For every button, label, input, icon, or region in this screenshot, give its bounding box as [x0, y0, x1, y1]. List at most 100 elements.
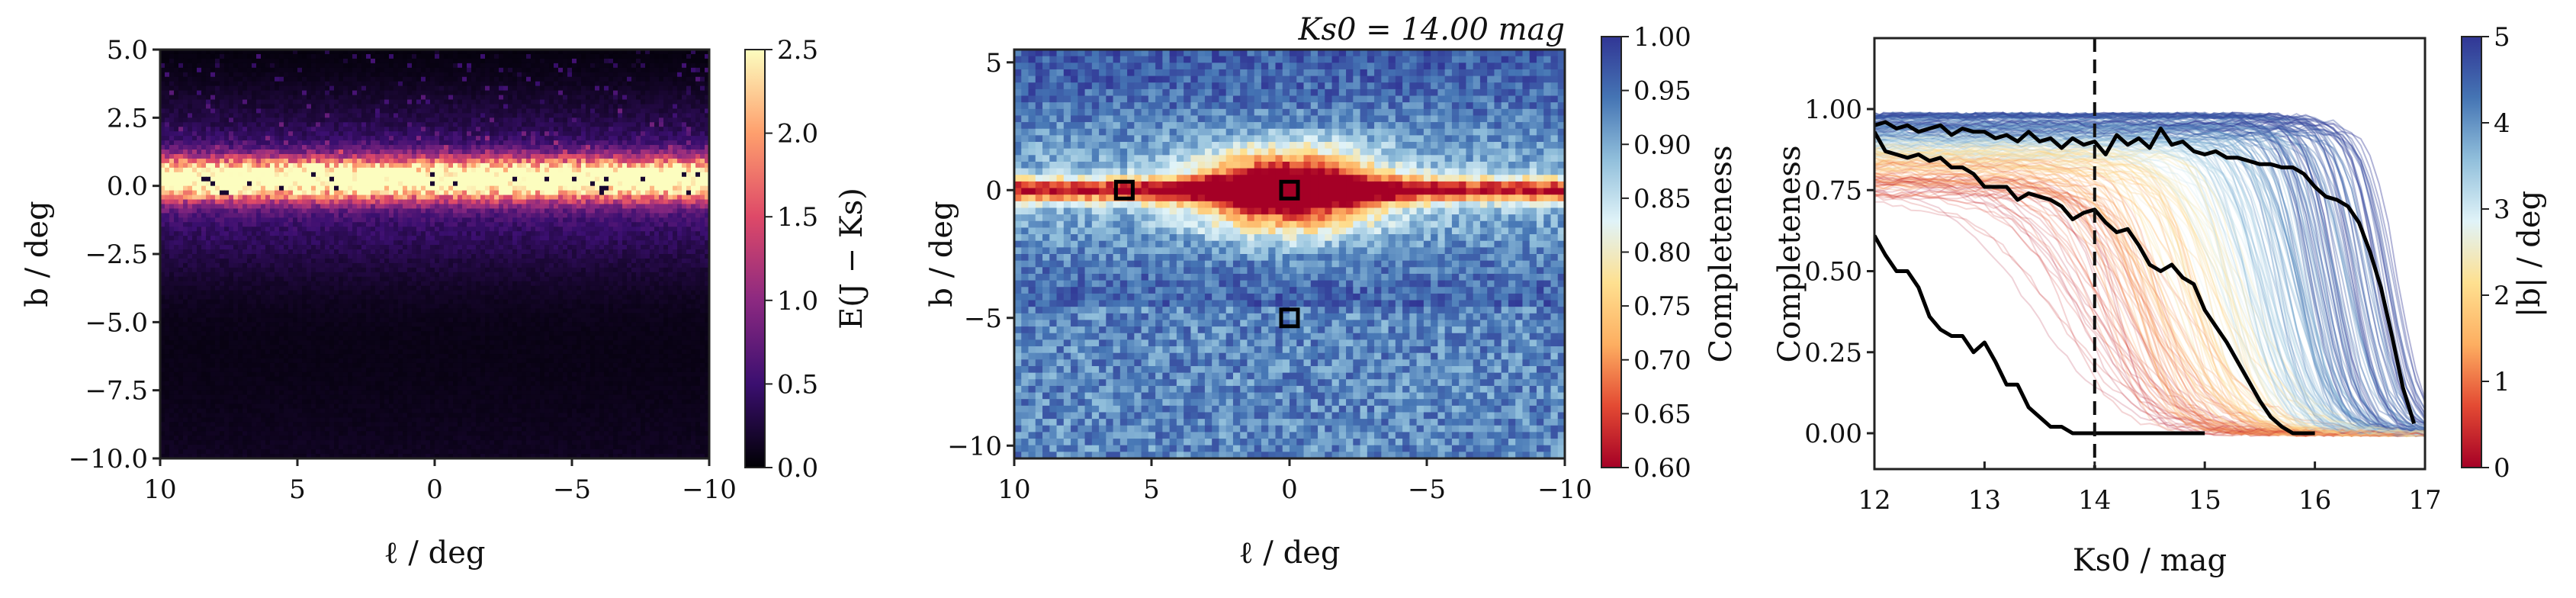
- extinction-cell: [233, 162, 239, 169]
- extinction-cell: [435, 231, 440, 236]
- extinction-cell: [476, 227, 481, 232]
- extinction-cell: [467, 217, 472, 223]
- extinction-cell: [293, 190, 298, 196]
- extinction-cell: [517, 145, 522, 150]
- extinction-cell: [352, 50, 358, 55]
- extinction-cell: [302, 113, 307, 118]
- extinction-cell: [641, 81, 646, 87]
- extinction-cell: [224, 222, 230, 227]
- extinction-cell: [531, 227, 536, 232]
- extinction-cell: [293, 99, 298, 105]
- extinction-cell: [334, 108, 339, 114]
- extinction-cell: [261, 199, 266, 205]
- extinction-cell: [558, 99, 564, 105]
- extinction-cell: [348, 90, 353, 96]
- extinction-cell: [183, 145, 188, 150]
- extinction-cell: [366, 204, 371, 210]
- extinction-cell: [416, 145, 422, 150]
- extinction-cell: [544, 162, 550, 169]
- extinction-cell: [645, 85, 650, 92]
- extinction-cell: [279, 113, 284, 118]
- extinction-cell: [503, 236, 509, 241]
- extinction-cell: [549, 167, 554, 173]
- extinction-cell: [188, 217, 193, 223]
- extinction-cell: [416, 190, 422, 196]
- extinction-cell: [384, 127, 390, 132]
- extinction-cell: [192, 217, 198, 223]
- extinction-cell: [165, 127, 170, 132]
- extinction-cell: [343, 58, 348, 64]
- extinction-cell: [329, 95, 335, 101]
- extinction-cell: [650, 204, 655, 210]
- extinction-cell: [508, 158, 513, 164]
- extinction-cell: [288, 145, 294, 150]
- extinction-cell: [403, 150, 408, 155]
- extinction-cell: [421, 153, 426, 159]
- extinction-cell: [705, 162, 709, 169]
- extinction-cell: [407, 153, 413, 159]
- extinction-cell: [599, 50, 605, 55]
- extinction-cell: [398, 50, 403, 55]
- extinction-cell: [247, 162, 252, 169]
- extinction-cell: [645, 176, 650, 182]
- extinction-cell: [535, 231, 541, 236]
- extinction-cell: [243, 199, 248, 205]
- extinction-cell: [220, 208, 225, 214]
- extinction-cell: [430, 113, 435, 118]
- extinction-cell: [604, 150, 609, 155]
- extinction-cell: [691, 136, 696, 141]
- extinction-cell: [526, 181, 532, 187]
- extinction-cell: [348, 213, 353, 218]
- extinction-cell: [531, 85, 536, 92]
- extinction-cell: [243, 136, 248, 141]
- extinction-cell: [265, 236, 271, 241]
- extinction-cell: [563, 204, 568, 210]
- extinction-cell: [375, 176, 381, 182]
- extinction-cell: [618, 122, 623, 127]
- extinction-cell: [352, 162, 358, 169]
- extinction-cell: [348, 145, 353, 150]
- extinction-cell: [508, 127, 513, 132]
- extinction-cell: [352, 150, 358, 155]
- extinction-cell: [567, 131, 573, 137]
- extinction-cell: [659, 122, 664, 127]
- extinction-cell: [238, 153, 243, 159]
- extinction-cell: [508, 185, 513, 191]
- extinction-cell: [192, 208, 198, 214]
- extinction-cell: [458, 136, 463, 141]
- extinction-cell: [476, 145, 481, 150]
- extinction-cell: [522, 145, 527, 150]
- extinction-cell: [476, 208, 481, 214]
- extinction-cell: [302, 85, 307, 92]
- extinction-cell: [339, 153, 344, 159]
- extinction-cell: [659, 63, 664, 69]
- extinction-cell: [636, 113, 641, 118]
- extinction-cell: [453, 90, 458, 96]
- extinction-cell: [329, 131, 335, 137]
- extinction-cell: [577, 99, 582, 105]
- extinction-cell: [233, 76, 239, 82]
- extinction-cell: [275, 236, 280, 241]
- extinction-cell: [265, 190, 271, 196]
- extinction-cell: [220, 122, 225, 127]
- extinction-cell: [673, 53, 678, 59]
- extinction-cell: [224, 58, 230, 64]
- extinction-cell: [618, 172, 623, 178]
- extinction-cell: [627, 204, 632, 210]
- extinction-cell: [421, 90, 426, 96]
- extinction-cell: [416, 150, 422, 155]
- extinction-cell: [165, 231, 170, 236]
- extinction-cell: [494, 208, 499, 214]
- extinction-cell: [654, 162, 660, 169]
- extinction-cell: [297, 108, 303, 114]
- extinction-cell: [220, 227, 225, 232]
- extinction-cell: [558, 145, 564, 150]
- extinction-cell: [297, 104, 303, 110]
- extinction-cell: [188, 136, 193, 141]
- extinction-cell: [329, 67, 335, 73]
- extinction-cell: [389, 104, 394, 110]
- extinction-cell: [700, 158, 705, 164]
- extinction-cell: [654, 104, 660, 110]
- extinction-cell: [416, 136, 422, 141]
- extinction-cell: [590, 176, 596, 182]
